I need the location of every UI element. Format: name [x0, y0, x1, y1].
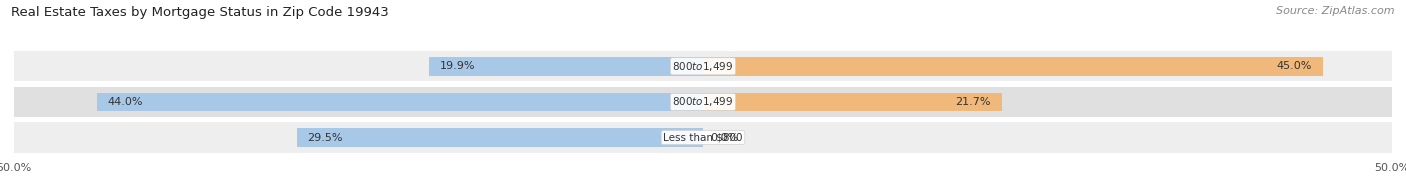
- Text: $800 to $1,499: $800 to $1,499: [672, 95, 734, 108]
- Text: $800 to $1,499: $800 to $1,499: [672, 60, 734, 73]
- Bar: [14, 51, 1392, 81]
- Text: Real Estate Taxes by Mortgage Status in Zip Code 19943: Real Estate Taxes by Mortgage Status in …: [11, 6, 389, 19]
- Text: Source: ZipAtlas.com: Source: ZipAtlas.com: [1277, 6, 1395, 16]
- Text: 45.0%: 45.0%: [1277, 61, 1312, 71]
- Bar: [14, 87, 1392, 117]
- Text: 0.0%: 0.0%: [710, 132, 738, 142]
- Bar: [14, 122, 1392, 153]
- Text: 21.7%: 21.7%: [956, 97, 991, 107]
- Text: 44.0%: 44.0%: [108, 97, 143, 107]
- Bar: [703, 93, 1002, 111]
- Text: 29.5%: 29.5%: [308, 132, 343, 142]
- Bar: [703, 57, 1323, 75]
- Bar: [97, 93, 703, 111]
- Text: Less than $800: Less than $800: [664, 132, 742, 142]
- Text: 19.9%: 19.9%: [440, 61, 475, 71]
- Bar: [429, 57, 703, 75]
- Bar: [297, 128, 703, 147]
